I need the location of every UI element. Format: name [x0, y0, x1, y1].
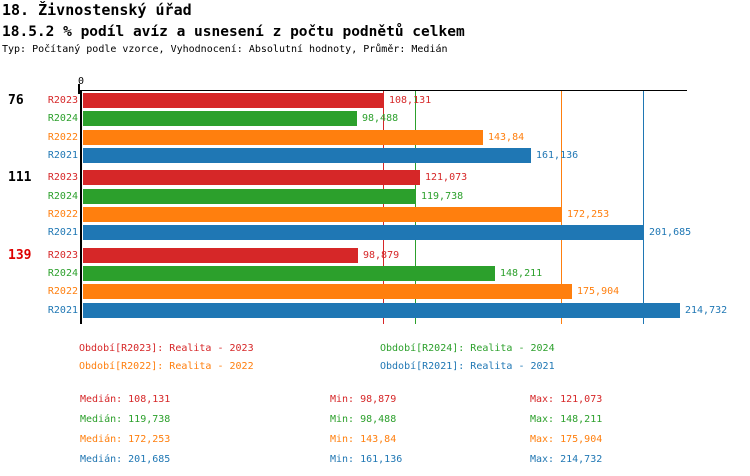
bar-value-label: 214,732 — [685, 305, 728, 316]
group-label-139: 139 — [8, 247, 32, 263]
row-label-r2021: R2021 — [47, 305, 78, 316]
plot-area: 108,131 98,488 143,84 161,136 121,073 119,738… — [81, 90, 727, 324]
bar-value-label: 172,253 — [567, 209, 610, 220]
bar-r2024-group-139 — [83, 266, 495, 281]
bar-r2024-group-111 — [83, 189, 416, 204]
bar-value-label: 108,131 — [389, 95, 432, 106]
bar-r2022-group-76 — [83, 130, 483, 145]
stat-median-r2023: Medián: 108,131 — [80, 394, 171, 405]
group-label-111: 111 — [8, 170, 32, 186]
x-axis-zero-tick — [78, 84, 80, 94]
stat-max-r2022: Max: 175,904 — [530, 434, 603, 445]
bar-value-label: 121,073 — [425, 172, 468, 183]
bar-r2021-group-139 — [83, 303, 680, 318]
bar-value-label: 143,84 — [488, 132, 525, 143]
bar-r2022-group-111 — [83, 207, 562, 222]
group-label-76: 76 — [8, 93, 24, 108]
stat-min-r2023: Min: 98,879 — [330, 394, 397, 405]
legend-item-r2022: Období[R2022]: Realita - 2022 — [79, 361, 254, 372]
stat-median-r2024: Medián: 119,738 — [80, 414, 171, 425]
stat-min-r2022: Min: 143,84 — [330, 434, 397, 445]
bar-r2023-group-76 — [83, 93, 384, 108]
legend-item-r2021: Období[R2021]: Realita - 2021 — [380, 361, 555, 372]
chart-meta-line: Typ: Počítaný podle vzorce, Vyhodnocení:… — [2, 44, 448, 55]
y-axis-line — [80, 90, 82, 324]
row-label-r2023: R2023 — [47, 95, 78, 106]
row-label-r2024: R2024 — [47, 113, 78, 124]
row-label-r2024: R2024 — [47, 268, 78, 279]
bar-value-label: 119,738 — [421, 191, 464, 202]
row-label-r2021: R2021 — [47, 227, 78, 238]
stat-min-r2021: Min: 161,136 — [330, 454, 403, 465]
bar-value-label: 161,136 — [536, 150, 579, 161]
row-label-r2023: R2023 — [47, 172, 78, 183]
stat-max-r2023: Max: 121,073 — [530, 394, 603, 405]
legend-item-r2023: Období[R2023]: Realita - 2023 — [79, 343, 254, 354]
row-label-r2022: R2022 — [47, 209, 78, 220]
row-label-r2021: R2021 — [47, 150, 78, 161]
stat-max-r2024: Max: 148,211 — [530, 414, 603, 425]
bar-r2022-group-139 — [83, 284, 572, 299]
page-title: 18. Živnostenský úřad — [2, 1, 192, 19]
stat-median-r2021: Medián: 201,685 — [80, 454, 171, 465]
row-label-r2022: R2022 — [47, 132, 78, 143]
chart-subtitle: 18.5.2 % podíl avíz a usnesení z počtu p… — [2, 24, 465, 40]
bar-value-label: 98,488 — [362, 113, 399, 124]
row-label-r2024: R2024 — [47, 191, 78, 202]
stat-max-r2021: Max: 214,732 — [530, 454, 603, 465]
median-gridline-r2021 — [643, 91, 644, 324]
bar-r2021-group-111 — [83, 225, 644, 240]
row-label-r2022: R2022 — [47, 286, 78, 297]
bar-r2021-group-76 — [83, 148, 531, 163]
stat-min-r2024: Min: 98,488 — [330, 414, 397, 425]
row-label-r2023: R2023 — [47, 250, 78, 261]
bar-value-label: 98,879 — [363, 250, 400, 261]
bar-r2024-group-76 — [83, 111, 357, 126]
bar-r2023-group-139 — [83, 248, 358, 263]
bar-value-label: 201,685 — [649, 227, 692, 238]
bar-r2023-group-111 — [83, 170, 420, 185]
bar-value-label: 148,211 — [500, 268, 543, 279]
stat-median-r2022: Medián: 172,253 — [80, 434, 171, 445]
x-axis-zero-label: 0 — [77, 76, 85, 87]
x-axis-line — [80, 90, 687, 91]
bar-value-label: 175,904 — [577, 286, 620, 297]
legend-item-r2024: Období[R2024]: Realita - 2024 — [380, 343, 555, 354]
